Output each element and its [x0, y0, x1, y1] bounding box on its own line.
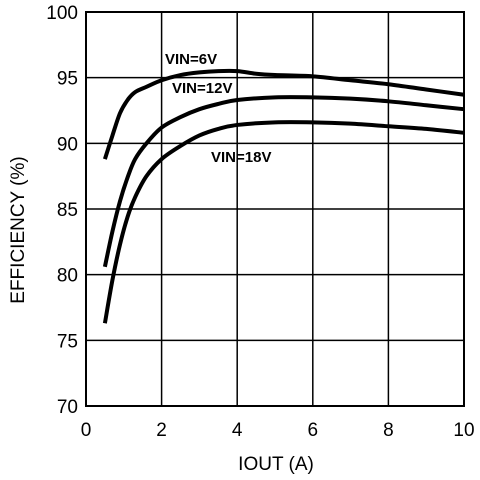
series-label-vin-6v: VIN=6V: [165, 51, 217, 68]
series-curves: [102, 68, 465, 324]
x-axis-title: IOUT (A): [238, 454, 314, 475]
y-tick-label: 70: [57, 397, 78, 418]
y-tick-labels: 70 75 80 85 90 95 100: [46, 3, 78, 418]
x-tick-label: 2: [156, 420, 167, 441]
series-label-vin-12v: VIN=12V: [172, 80, 232, 97]
y-tick-label: 100: [46, 3, 78, 24]
x-tick-label: 0: [81, 420, 92, 441]
series-line-vin-6v: [102, 68, 465, 160]
series-line-vin-18v: [102, 120, 465, 324]
y-tick-label: 95: [57, 69, 78, 90]
series-line-vin-12v: [102, 95, 465, 268]
y-tick-label: 80: [57, 266, 78, 287]
x-tick-label: 10: [453, 420, 474, 441]
x-tick-label: 8: [383, 420, 394, 441]
x-tick-label: 4: [232, 420, 243, 441]
plot-frame: [85, 11, 465, 407]
x-tick-label: 6: [308, 420, 319, 441]
grid-lines: [85, 11, 465, 407]
y-tick-label: 75: [57, 331, 78, 352]
y-tick-label: 90: [57, 134, 78, 155]
y-axis-title: EFFICIENCY (%): [8, 156, 29, 303]
x-tick-labels: 0 2 4 6 8 10: [81, 420, 475, 441]
series-label-vin-18v: VIN=18V: [211, 149, 271, 166]
y-tick-label: 85: [57, 200, 78, 221]
